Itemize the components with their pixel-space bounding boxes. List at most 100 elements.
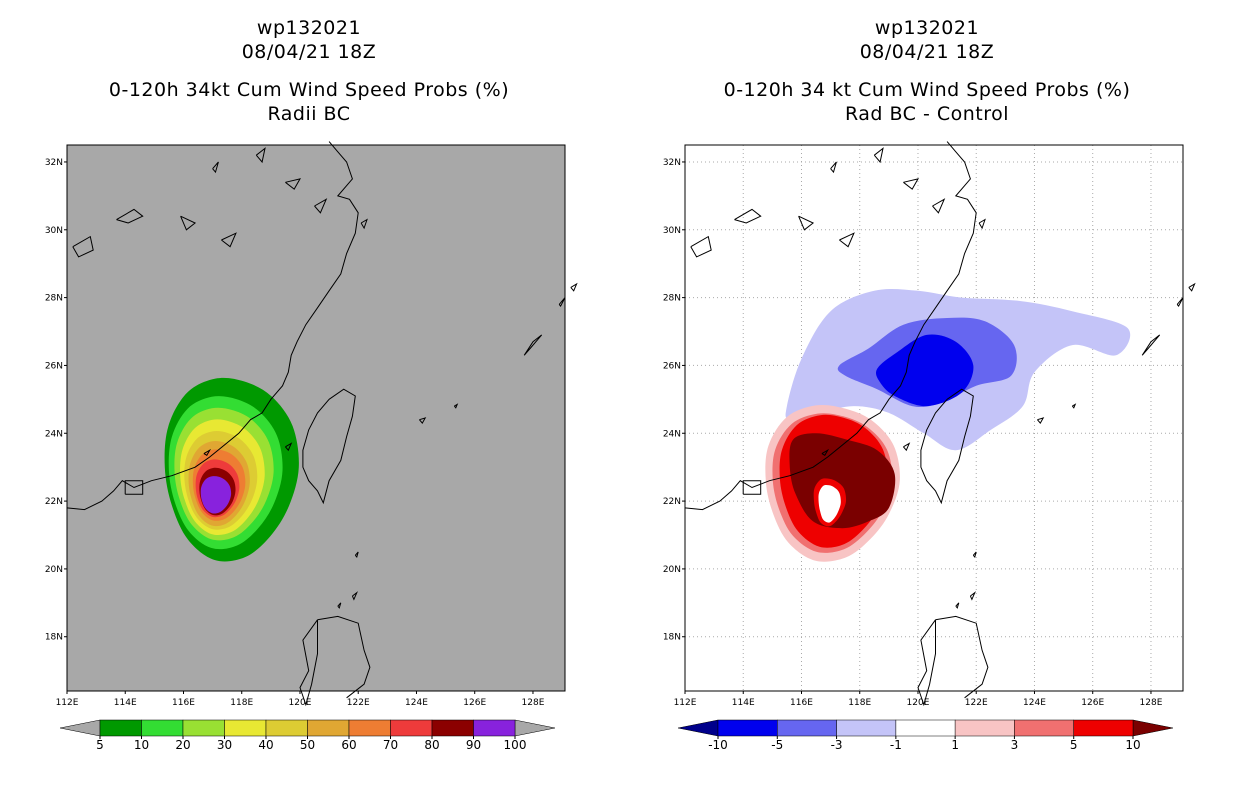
island-outline <box>337 602 342 609</box>
lat-tick-label: 20N <box>45 565 63 575</box>
lat-tick-label: 22N <box>663 497 681 507</box>
map-frame <box>684 144 1184 692</box>
left-map-panel: wp132021 08/04/21 18Z 0-120h 34kt Cum Wi… <box>0 16 618 752</box>
colorbar-label: 10 <box>134 738 149 752</box>
island-outline <box>903 442 911 452</box>
island-outline <box>903 178 919 190</box>
left-subtitle: Radii BC <box>267 103 351 125</box>
island-outline <box>360 218 368 230</box>
luzon-coastline <box>317 615 371 699</box>
right-datetime: 08/04/21 18Z <box>859 41 995 63</box>
left-title-block: wp132021 08/04/21 18Z 0-120h 34kt Cum Wi… <box>0 16 618 126</box>
lon-tick-label: 114E <box>732 698 755 708</box>
lon-tick-label: 126E <box>1081 698 1104 708</box>
island-outline <box>969 591 977 601</box>
map-axes: 112E 114E 116E 118E 120E 122E 124E 126E 128E 32N 3… <box>663 144 1184 708</box>
lon-tick-label: 120E <box>289 698 312 708</box>
neutral-contour <box>818 484 841 523</box>
colorbar-swatch <box>895 719 956 737</box>
island-outline <box>742 480 762 495</box>
lon-tick-label: 122E <box>347 698 370 708</box>
lat-tick-label: 32N <box>663 158 681 168</box>
colorbar-label: 50 <box>300 738 315 752</box>
island-outline <box>798 215 815 231</box>
colorbar-swatch <box>307 719 350 737</box>
lon-tick-label: 116E <box>172 698 195 708</box>
island-outline <box>1071 403 1077 409</box>
island-outline <box>221 232 237 248</box>
right-colorbar: -10 -5 -3 -1 1 3 5 10 <box>677 719 1174 752</box>
colorbar-low-triangle <box>677 719 719 737</box>
colorbar-label: -5 <box>771 738 783 752</box>
probability-contour <box>200 476 232 514</box>
island-outline <box>1141 334 1161 356</box>
island-outline <box>212 161 219 174</box>
china-coastline <box>684 141 977 511</box>
taiwan-coastline <box>302 388 356 505</box>
colorbar-label: 10 <box>1125 738 1140 752</box>
island-outline <box>453 403 459 409</box>
island-outline <box>180 215 197 231</box>
lon-tick-label: 116E <box>790 698 813 708</box>
lon-tick-label: 124E <box>1023 698 1046 708</box>
colorbar-high-triangle <box>1132 719 1174 737</box>
lon-tick-label: 128E <box>522 698 545 708</box>
lon-tick-label: 126E <box>463 698 486 708</box>
luzon-coastline <box>935 615 989 699</box>
negative-contour <box>875 334 974 407</box>
colorbar-label: 3 <box>1011 738 1019 752</box>
colorbar-swatch <box>717 719 778 737</box>
right-product-title: 0-120h 34 kt Cum Wind Speed Probs (%) <box>723 79 1131 101</box>
colorbar-swatch <box>836 719 897 737</box>
lat-tick-label: 24N <box>45 429 63 439</box>
island-outline <box>1188 282 1196 292</box>
colorbar-swatch <box>431 719 474 737</box>
lon-tick-label: 112E <box>674 698 697 708</box>
colorbar-label: 20 <box>175 738 190 752</box>
colorbar-label: -10 <box>708 738 728 752</box>
island-outline <box>523 334 543 356</box>
colorbar-swatch <box>954 719 1015 737</box>
colorbar-label: 70 <box>383 738 398 752</box>
lon-tick-label: 124E <box>405 698 428 708</box>
map-axes: 112E 114E 116E 118E 120E 122E 124E 126E 128E 32N 3… <box>45 144 566 708</box>
colorbar-high-triangle <box>514 719 556 737</box>
island-outline <box>873 147 884 164</box>
island-outline <box>978 218 986 230</box>
island-outline <box>1176 297 1184 308</box>
left-colorbar: 5 10 20 30 40 50 60 70 80 90 100 <box>59 719 556 752</box>
colorbar-label: 5 <box>96 738 104 752</box>
lat-tick-label: 18N <box>45 633 63 643</box>
lat-tick-label: 28N <box>663 294 681 304</box>
lon-tick-label: 118E <box>848 698 871 708</box>
lon-tick-label: 120E <box>907 698 930 708</box>
island-outline <box>839 232 855 248</box>
left-storm-id: wp132021 <box>256 17 362 39</box>
lon-tick-label: 118E <box>230 698 253 708</box>
island-outline <box>734 208 762 224</box>
island-outline <box>955 602 960 609</box>
coastlines <box>684 141 1196 707</box>
left-datetime: 08/04/21 18Z <box>241 41 377 63</box>
right-subtitle: Rad BC - Control <box>844 103 1010 125</box>
luzon-coastline <box>917 619 936 707</box>
lat-tick-label: 18N <box>663 633 681 643</box>
island-outline <box>932 198 946 214</box>
island-outline <box>354 551 359 559</box>
right-map-panel: wp132021 08/04/21 18Z 0-120h 34 kt Cum W… <box>618 0 1236 800</box>
left-product-title: 0-120h 34kt Cum Wind Speed Probs (%) <box>108 79 510 101</box>
lat-tick-label: 32N <box>45 158 63 168</box>
colorbar-swatch <box>141 719 184 737</box>
right-title-block: wp132021 08/04/21 18Z 0-120h 34 kt Cum W… <box>618 16 1236 126</box>
colorbar-swatch <box>265 719 308 737</box>
island-outline <box>116 208 144 224</box>
colorbar-swatch <box>348 719 391 737</box>
colorbar-label: 90 <box>466 738 481 752</box>
island-outline <box>314 198 328 214</box>
lat-tick-label: 30N <box>663 226 681 236</box>
island-outline <box>1037 417 1045 424</box>
colorbar-label: 30 <box>217 738 232 752</box>
island-outline <box>830 161 837 174</box>
difference-contours <box>765 289 1131 562</box>
luzon-coastline <box>299 619 318 707</box>
